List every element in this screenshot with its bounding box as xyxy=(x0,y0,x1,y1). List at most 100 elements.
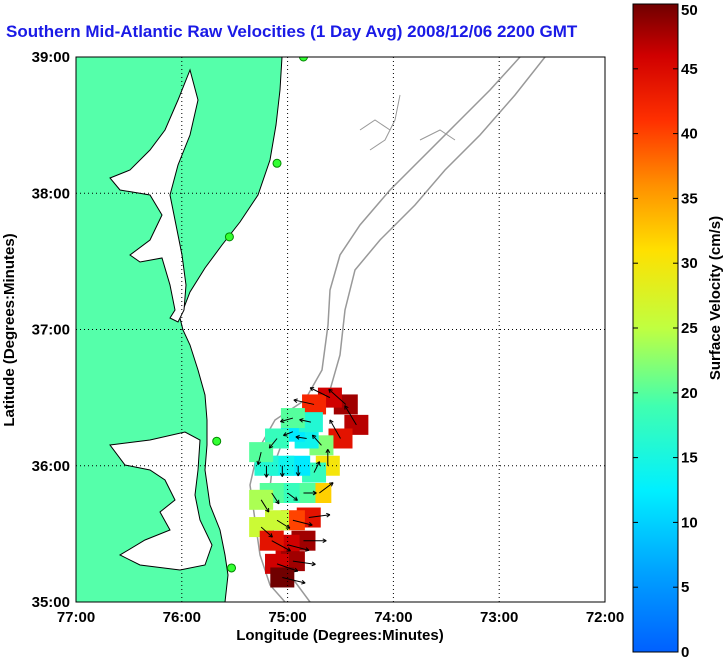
velocity-arrow xyxy=(287,544,310,551)
x-axis-title: Longitude (Degrees:Minutes) xyxy=(236,627,444,644)
radar-station-marker xyxy=(272,158,282,168)
y-axis-title: Latitude (Degrees:Minutes) xyxy=(1,233,18,426)
velocity-arrow-head xyxy=(293,399,298,403)
velocity-arrow-head xyxy=(326,512,331,516)
velocity-arrow-head xyxy=(297,472,301,477)
velocity-arrow xyxy=(257,452,262,465)
x-tick-label: 73:00 xyxy=(480,609,518,626)
velocity-arrow xyxy=(308,514,331,519)
velocity-arrow-head xyxy=(270,533,273,538)
velocity-arrow-head xyxy=(257,461,262,466)
velocity-arrow-head xyxy=(287,547,291,552)
y-tick-label: 37:00 xyxy=(32,322,70,339)
colorbar-label: Surface Velocity (cm/s) xyxy=(707,216,724,380)
velocity-arrow-head xyxy=(344,405,349,409)
x-tick-label: 75:00 xyxy=(268,609,306,626)
x-axis-ticks: 77:00 76:00 75:00 74:00 73:00 72:00 xyxy=(57,609,624,626)
velocity-arrow-head xyxy=(275,501,280,505)
velocity-arrow-head xyxy=(293,570,298,573)
velocity-arrow xyxy=(283,431,294,436)
grid xyxy=(76,57,605,602)
x-tick-label: 72:00 xyxy=(586,609,624,626)
y-tick-label: 39:00 xyxy=(32,49,70,66)
velocity-arrow-head xyxy=(301,579,306,584)
velocity-arrow-head xyxy=(280,418,284,422)
velocity-arrow xyxy=(295,436,307,439)
velocity-arrow xyxy=(293,399,315,405)
velocity-arrow-head xyxy=(326,514,331,518)
velocity-arrow-head xyxy=(299,419,303,423)
velocity-arrow-head xyxy=(330,482,334,487)
plot-frame xyxy=(75,56,606,603)
velocity-arrow-head xyxy=(312,490,317,494)
colorbar xyxy=(632,3,679,653)
colorbar-tick-label: 35 xyxy=(681,190,698,207)
velocity-arrow-head xyxy=(301,582,306,585)
velocity-arrow-head xyxy=(322,538,327,542)
velocity-arrow-head xyxy=(315,461,320,465)
colorbar-tick-label: 50 xyxy=(681,2,698,19)
velocity-arrow xyxy=(280,417,294,423)
radar-stations xyxy=(212,57,308,573)
velocity-arrow-head xyxy=(256,460,259,465)
velocity-arrow xyxy=(292,519,313,526)
radar-station-marker xyxy=(227,563,237,573)
velocity-arrow-head xyxy=(279,472,283,477)
velocity-arrow xyxy=(276,519,291,529)
velocity-arrow-head xyxy=(309,522,313,526)
velocity-arrow xyxy=(260,526,273,538)
velocity-arrow-head xyxy=(293,398,298,401)
colorbar-ticks: 0 5 10 15 20 25 30 35 40 45 50 xyxy=(633,2,698,659)
velocity-arrow-head xyxy=(304,549,310,552)
velocity-vectors xyxy=(256,387,357,585)
velocity-arrow-head xyxy=(329,419,334,423)
y-tick-label: 36:00 xyxy=(32,458,70,475)
colorbar-tick-label: 0 xyxy=(681,644,689,659)
velocity-arrow-head xyxy=(312,492,317,496)
velocity-arrow xyxy=(344,405,357,426)
velocity-arrow xyxy=(260,499,270,513)
y-tick-label: 35:00 xyxy=(32,594,70,611)
velocity-arrow xyxy=(319,482,334,494)
colorbar-tick-label: 20 xyxy=(681,385,698,402)
x-tick-label: 74:00 xyxy=(374,609,412,626)
velocity-arrow-head xyxy=(311,561,316,565)
velocity-arrow-head xyxy=(329,482,334,484)
velocity-arrow xyxy=(287,492,298,501)
colorbar-tick-label: 5 xyxy=(681,579,689,596)
velocity-arrow xyxy=(309,387,331,399)
velocity-arrow-head xyxy=(309,387,313,392)
velocity-arrow-head xyxy=(312,434,317,437)
velocity-arrow-head xyxy=(264,473,267,478)
velocity-arrow-head xyxy=(294,567,299,572)
colorbar-tick-label: 30 xyxy=(681,255,698,272)
radar-station-marker xyxy=(224,232,234,242)
velocity-arrow-head xyxy=(299,418,304,421)
colorbar-tick-label: 40 xyxy=(681,126,698,143)
velocity-arrow-head xyxy=(295,496,298,501)
x-tick-label: 77:00 xyxy=(57,609,95,626)
velocity-arrow-head xyxy=(265,509,270,513)
radar-station-marker xyxy=(212,436,222,446)
inner-contour xyxy=(359,94,456,151)
velocity-arrow-head xyxy=(293,499,298,501)
y-axis-ticks: 35:00 36:00 37:00 38:00 39:00 xyxy=(32,49,70,611)
pamlico-sound xyxy=(109,431,213,571)
colorbar-tick-label: 10 xyxy=(681,514,698,531)
velocity-arrow-head xyxy=(325,449,329,454)
chesapeake-bay xyxy=(109,68,199,323)
y-tick-label: 38:00 xyxy=(32,185,70,202)
velocity-arrow-head xyxy=(295,435,300,438)
velocity-arrow-head xyxy=(283,432,287,436)
velocity-arrow-head xyxy=(268,444,271,449)
velocity-arrow-head xyxy=(311,434,314,440)
velocity-arrow xyxy=(313,461,320,473)
velocity-arrow-head xyxy=(305,547,310,551)
velocity-arrow-head xyxy=(295,472,299,477)
velocity-arrow-head xyxy=(328,389,331,394)
velocity-arrow xyxy=(292,560,316,565)
velocity-arrow-head xyxy=(287,524,291,529)
velocity-arrow-head xyxy=(266,473,269,478)
velocity-arrow-head xyxy=(295,436,300,440)
